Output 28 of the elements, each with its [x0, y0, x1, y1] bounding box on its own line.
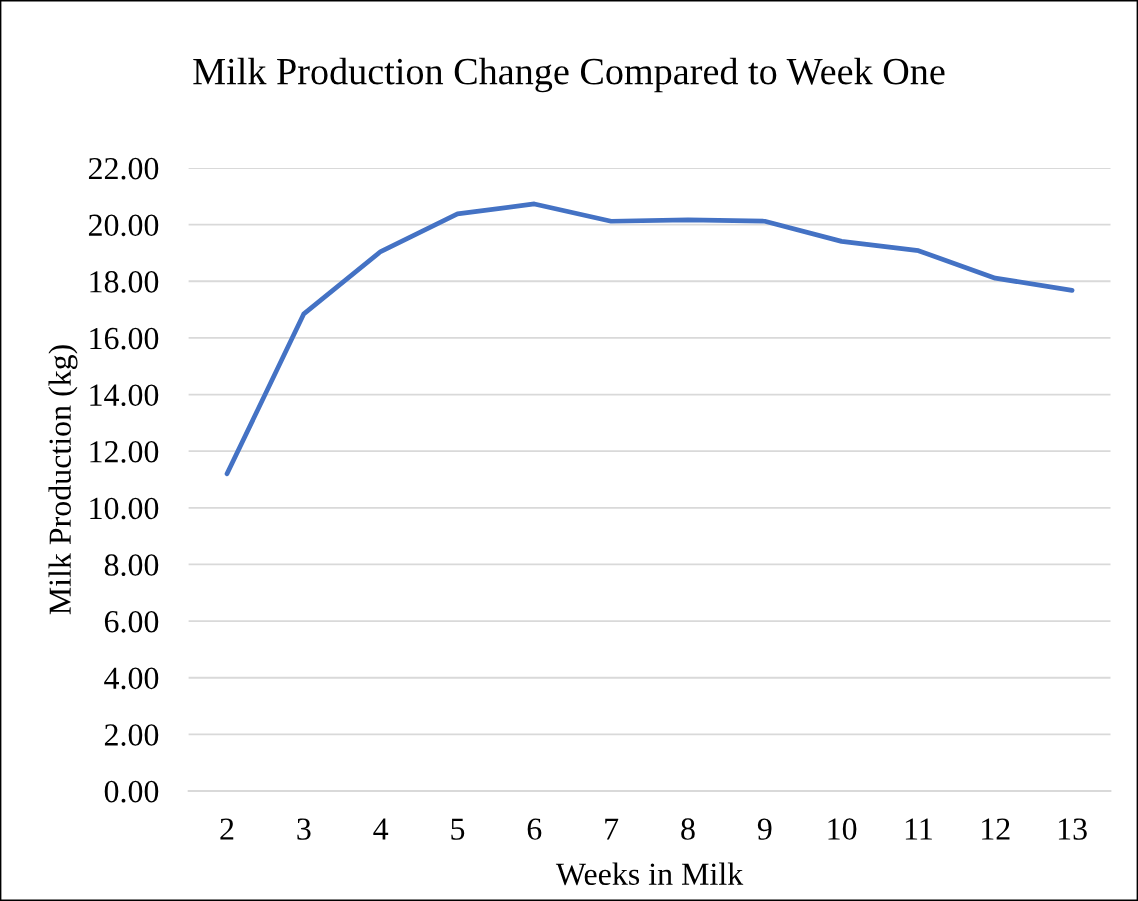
x-tick-label: 5: [451, 818, 465, 840]
x-tick-label: 4: [373, 818, 389, 840]
chart-title: Milk Production Change Compared to Week One: [193, 57, 945, 93]
x-tick-label: 2: [220, 818, 234, 840]
x-tick-label: 3: [297, 818, 311, 840]
y-tick-label: 4.00: [104, 667, 159, 690]
x-axis-title: Weeks in Milk: [555, 862, 744, 886]
y-tick-label: 18.00: [90, 271, 159, 293]
x-tick-label: 8: [681, 818, 695, 840]
y-tick-label: 0.00: [104, 780, 159, 803]
y-tick-label: 20.00: [88, 214, 159, 237]
x-tick-label: 6: [527, 818, 542, 840]
x-tick-label: 7: [605, 818, 619, 840]
line-series: [224, 201, 1075, 477]
x-tick-label: 13: [1058, 818, 1087, 840]
y-tick-label: 12.00: [90, 441, 159, 463]
x-tick-label: 11: [905, 818, 932, 840]
y-tick-label: 2.00: [104, 724, 159, 746]
x-tick-label: 12: [982, 818, 1010, 840]
y-tick-label: 22.00: [88, 157, 159, 180]
y-tick-label: 16.00: [90, 327, 159, 350]
y-tick-label: 10.00: [90, 497, 159, 520]
x-tick-label: 9: [757, 818, 772, 840]
y-tick-label: 6.00: [104, 610, 159, 633]
y-axis-title: Milk Production (kg): [48, 345, 78, 615]
x-tick-label: 10: [828, 818, 857, 840]
y-tick-label: 8.00: [104, 554, 159, 576]
y-tick-label: 14.00: [90, 384, 159, 407]
